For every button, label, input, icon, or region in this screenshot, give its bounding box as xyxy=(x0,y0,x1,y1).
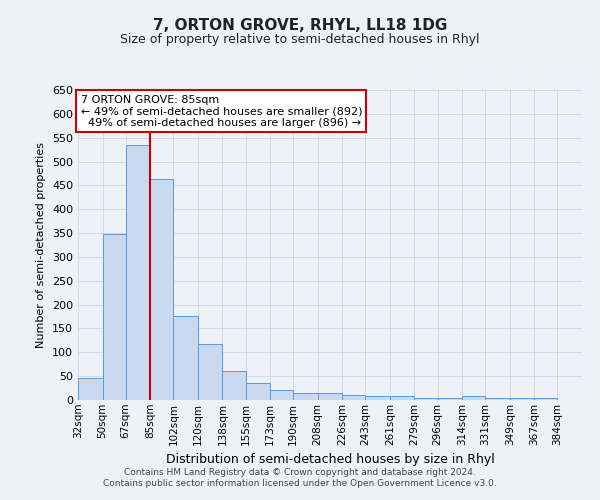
Text: Contains HM Land Registry data © Crown copyright and database right 2024.
Contai: Contains HM Land Registry data © Crown c… xyxy=(103,468,497,487)
Bar xyxy=(318,393,342,400)
Text: 7, ORTON GROVE, RHYL, LL18 1DG: 7, ORTON GROVE, RHYL, LL18 1DG xyxy=(153,18,447,32)
Bar xyxy=(198,344,223,400)
Text: Size of property relative to semi-detached houses in Rhyl: Size of property relative to semi-detach… xyxy=(120,32,480,46)
Bar xyxy=(270,390,293,400)
Bar xyxy=(293,393,318,400)
Bar xyxy=(485,398,510,400)
Bar xyxy=(125,145,150,400)
Bar xyxy=(437,398,462,400)
Bar xyxy=(510,398,535,400)
Y-axis label: Number of semi-detached properties: Number of semi-detached properties xyxy=(37,142,46,348)
Bar xyxy=(78,378,103,400)
Bar xyxy=(173,316,198,400)
Bar xyxy=(535,398,557,400)
X-axis label: Distribution of semi-detached houses by size in Rhyl: Distribution of semi-detached houses by … xyxy=(166,453,494,466)
Bar xyxy=(390,396,415,400)
Bar xyxy=(103,234,125,400)
Bar xyxy=(150,179,173,400)
Bar xyxy=(462,396,485,400)
Bar xyxy=(223,372,245,400)
Text: 7 ORTON GROVE: 85sqm
← 49% of semi-detached houses are smaller (892)
  49% of se: 7 ORTON GROVE: 85sqm ← 49% of semi-detac… xyxy=(80,94,362,128)
Bar xyxy=(365,396,390,400)
Bar xyxy=(342,395,365,400)
Bar xyxy=(245,384,270,400)
Bar xyxy=(415,398,437,400)
